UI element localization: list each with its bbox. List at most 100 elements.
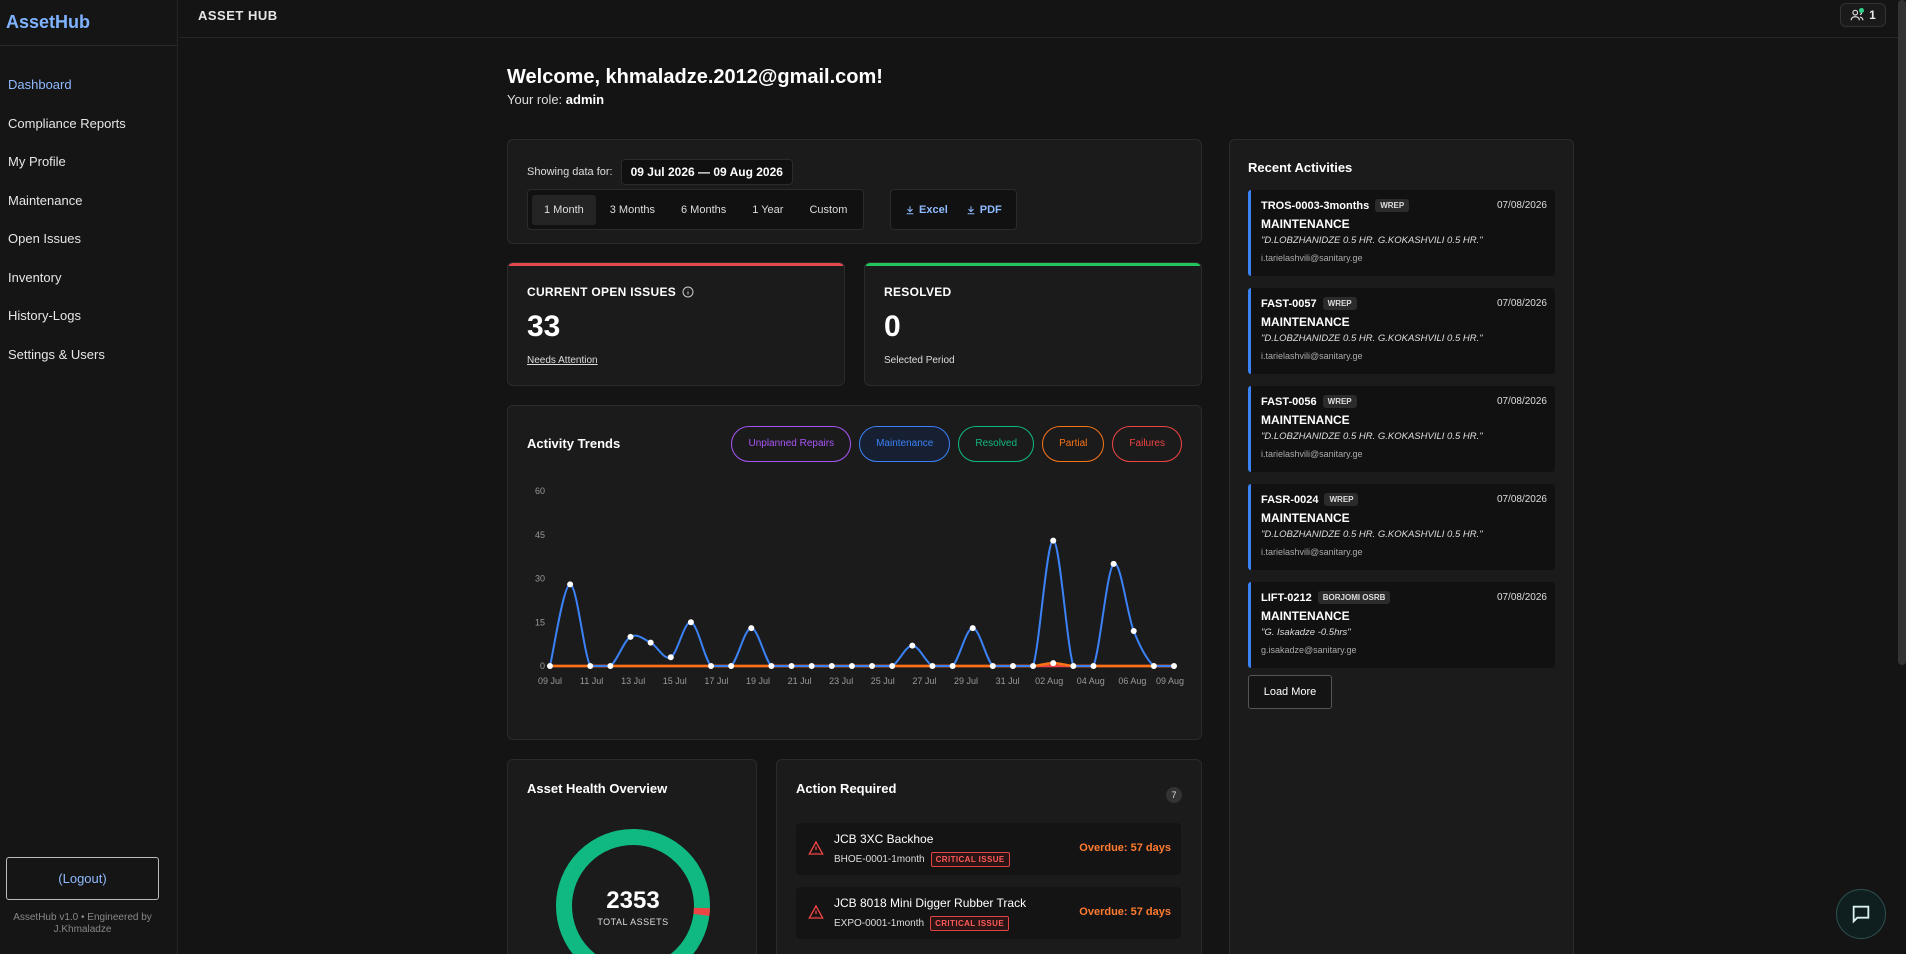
- warning-icon: [808, 840, 824, 855]
- maintenance-point: [949, 663, 956, 669]
- action-asset-name: JCB 3XC Backhoe: [834, 832, 934, 846]
- needs-attention-link[interactable]: Needs Attention: [527, 355, 598, 366]
- y-tick-label: 15: [535, 617, 545, 627]
- activity-tag: WREP: [1322, 297, 1357, 310]
- activity-item[interactable]: LIFT-0212 BORJOMI OSRB 07/08/2026 MAINTEN…: [1248, 582, 1555, 668]
- sidebar-item-dashboard[interactable]: Dashboard: [8, 77, 72, 92]
- date-filter-panel: Showing data for: 09 Jul 2026 — 09 Aug 2…: [507, 139, 1202, 244]
- open-issues-card[interactable]: CURRENT OPEN ISSUES 33 Needs Attention: [507, 262, 845, 386]
- maintenance-point: [647, 639, 654, 646]
- legend-failures[interactable]: Failures: [1112, 426, 1182, 462]
- period-6-months[interactable]: 6 Months: [681, 203, 727, 216]
- activity-type: MAINTENANCE: [1261, 315, 1350, 329]
- sidebar-item-settings-users[interactable]: Settings & Users: [8, 346, 105, 362]
- legend-partial[interactable]: Partial: [1042, 426, 1105, 462]
- activity-code: LIFT-0212: [1261, 591, 1312, 604]
- maintenance-point: [1150, 663, 1157, 669]
- showing-row: Showing data for: 09 Jul 2026 — 09 Aug 2…: [527, 159, 793, 185]
- period-custom[interactable]: Custom: [809, 203, 848, 216]
- maintenance-point: [587, 663, 594, 669]
- load-more-button[interactable]: Load More: [1248, 675, 1332, 709]
- legend-resolved[interactable]: Resolved: [958, 426, 1035, 462]
- activity-type: MAINTENANCE: [1261, 217, 1350, 231]
- export-excel-button[interactable]: Excel: [899, 198, 954, 222]
- critical-badge: CRITICAL ISSUE: [930, 852, 1010, 867]
- y-tick-label: 45: [535, 530, 545, 540]
- logout-button[interactable]: (Logout): [6, 857, 159, 900]
- open-issues-accent: [508, 263, 844, 266]
- activity-date: 07/08/2026: [1496, 592, 1547, 603]
- online-users-button[interactable]: 1: [1840, 3, 1886, 27]
- activity-trends-card: Activity Trends Unplanned Repairs Mainte…: [507, 405, 1202, 740]
- activity-date: 07/08/2026: [1496, 396, 1547, 407]
- date-range[interactable]: 09 Jul 2026 — 09 Aug 2026: [620, 159, 793, 185]
- sidebar-item-history-logs[interactable]: History-Logs: [8, 308, 81, 323]
- x-tick-label: 09 Jul: [538, 676, 562, 686]
- sidebar-item-inventory[interactable]: Inventory: [8, 269, 62, 285]
- sidebar-item-open-issues[interactable]: Open Issues: [8, 231, 81, 246]
- role-value: admin: [565, 92, 605, 107]
- maintenance-point: [1090, 663, 1097, 669]
- asset-health-title: Asset Health Overview: [527, 781, 668, 796]
- activity-description: "G. Isakadze -0.5hrs": [1261, 627, 1351, 638]
- activity-user: i.tarielashvili@sanitary.ge: [1261, 547, 1363, 557]
- partial-point: [1050, 660, 1057, 667]
- total-assets-label: TOTAL ASSETS: [597, 917, 669, 927]
- recent-activities-card: Recent Activities TROS-0003-3months WREP …: [1229, 139, 1574, 954]
- sidebar-item-my-profile[interactable]: My Profile: [8, 154, 66, 169]
- activity-item[interactable]: FAST-0056 WREP 07/08/2026 MAINTENANCE "D.…: [1248, 386, 1555, 472]
- open-issues-label-row: CURRENT OPEN ISSUES: [527, 285, 694, 299]
- x-tick-label: 27 Jul: [912, 676, 936, 686]
- resolved-value: 0: [884, 310, 901, 343]
- open-issues-value: 33: [527, 310, 561, 343]
- action-code-row: EXPO-0001-1month CRITICAL ISSUE: [834, 916, 1010, 931]
- version-note: AssetHub v1.0 • Engineered by J.Khmaladz…: [13, 912, 152, 935]
- brand-logo[interactable]: AssetHub: [0, 0, 177, 46]
- action-code-row: BHOE-0001-1month CRITICAL ISSUE: [834, 852, 1010, 867]
- maintenance-point: [989, 663, 996, 669]
- activity-tag: BORJOMI OSRB: [1317, 591, 1391, 604]
- action-count-badge: 7: [1166, 787, 1182, 803]
- action-item[interactable]: JCB 8018 Mini Digger Rubber Track EXPO-0…: [796, 887, 1181, 939]
- maintenance-point: [848, 663, 855, 669]
- resolved-card: RESOLVED 0 Selected Period: [864, 262, 1202, 386]
- showing-label: Showing data for:: [527, 166, 613, 178]
- maintenance-point: [808, 663, 815, 669]
- activity-item[interactable]: FAST-0057 WREP 07/08/2026 MAINTENANCE "D.…: [1248, 288, 1555, 374]
- chat-button[interactable]: [1836, 889, 1886, 939]
- export-pdf-button[interactable]: PDF: [960, 198, 1008, 222]
- legend-unplanned-repairs[interactable]: Unplanned Repairs: [731, 426, 852, 462]
- role-prefix: Your role:: [507, 92, 563, 107]
- activity-user: g.isakadze@sanitary.ge: [1261, 645, 1357, 655]
- activity-date: 07/08/2026: [1496, 298, 1547, 309]
- page-scrollbar[interactable]: [1898, 0, 1906, 665]
- maintenance-point: [969, 625, 976, 632]
- maintenance-point: [929, 663, 936, 669]
- resolved-label: RESOLVED: [884, 285, 952, 299]
- legend-maintenance[interactable]: Maintenance: [859, 426, 951, 462]
- info-icon[interactable]: [682, 286, 694, 298]
- x-tick-label: 09 Aug: [1156, 676, 1184, 686]
- sidebar: AssetHub Dashboard Compliance Reports My…: [0, 0, 178, 954]
- activity-item[interactable]: FASR-0024 WREP 07/08/2026 MAINTENANCE "D.…: [1248, 484, 1555, 570]
- period-1-month[interactable]: 1 Month: [532, 194, 596, 225]
- maintenance-point: [687, 619, 694, 626]
- maintenance-point: [828, 663, 835, 669]
- x-tick-label: 11 Jul: [580, 676, 603, 686]
- resolved-accent: [865, 263, 1201, 266]
- overdue-label: Overdue: 57 days: [1079, 906, 1171, 918]
- y-tick-label: 30: [535, 574, 545, 584]
- total-assets-value: 2353: [606, 887, 660, 914]
- period-3-months[interactable]: 3 Months: [609, 203, 655, 216]
- activity-item[interactable]: TROS-0003-3months WREP 07/08/2026 MAINTEN…: [1248, 190, 1555, 276]
- maintenance-point: [667, 654, 674, 661]
- action-item[interactable]: JCB 3XC Backhoe BHOE-0001-1month CRITICA…: [796, 823, 1181, 875]
- period-1-year[interactable]: 1 Year: [752, 203, 784, 216]
- activity-date: 07/08/2026: [1496, 494, 1547, 505]
- topbar: ASSET HUB 1: [179, 0, 1906, 38]
- sidebar-item-maintenance[interactable]: Maintenance: [8, 192, 83, 208]
- activity-code: FAST-0056: [1261, 395, 1317, 408]
- activity-type: MAINTENANCE: [1261, 413, 1350, 427]
- sidebar-item-compliance-reports[interactable]: Compliance Reports: [8, 115, 126, 131]
- maintenance-point: [1050, 537, 1057, 544]
